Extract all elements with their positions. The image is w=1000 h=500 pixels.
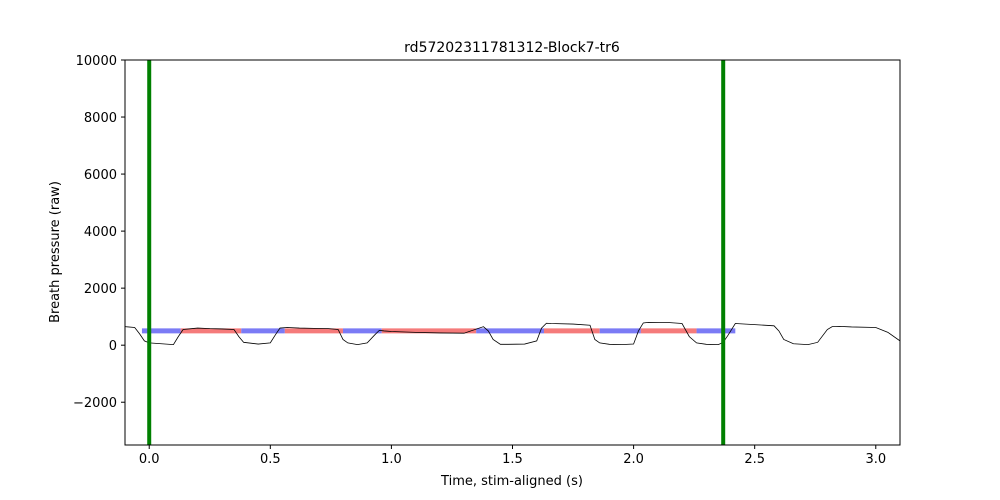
x-tick-label: 2.0 [623, 452, 644, 467]
stimulus-markers [147, 60, 726, 445]
y-tick-label: 0 [109, 339, 117, 354]
y-axis-ticks: −2000 0 2000 4000 6000 8000 10000 [73, 54, 125, 411]
y-tick-label: −2000 [73, 396, 117, 411]
chart-title: rd57202311781312-Block7-tr6 [404, 40, 620, 56]
x-tick-label: 0.5 [260, 452, 281, 467]
x-tick-label: 0.0 [139, 452, 160, 467]
y-tick-label: 10000 [76, 54, 117, 69]
y-tick-label: 4000 [84, 225, 117, 240]
x-tick-label: 1.5 [502, 452, 523, 467]
x-axis-label: Time, stim-aligned (s) [440, 474, 583, 489]
x-axis-ticks: 0.0 0.5 1.0 1.5 2.0 2.5 3.0 [139, 445, 886, 467]
y-axis-label: Breath pressure (raw) [48, 181, 63, 323]
y-tick-label: 2000 [84, 282, 117, 297]
x-tick-label: 3.0 [865, 452, 886, 467]
x-tick-label: 1.0 [381, 452, 402, 467]
plot-area [125, 60, 900, 445]
y-tick-label: 8000 [84, 111, 117, 126]
plot-frame [124, 59, 901, 446]
pressure-trace-line [125, 321, 900, 346]
y-tick-label: 6000 [84, 168, 117, 183]
x-tick-label: 2.5 [744, 452, 765, 467]
